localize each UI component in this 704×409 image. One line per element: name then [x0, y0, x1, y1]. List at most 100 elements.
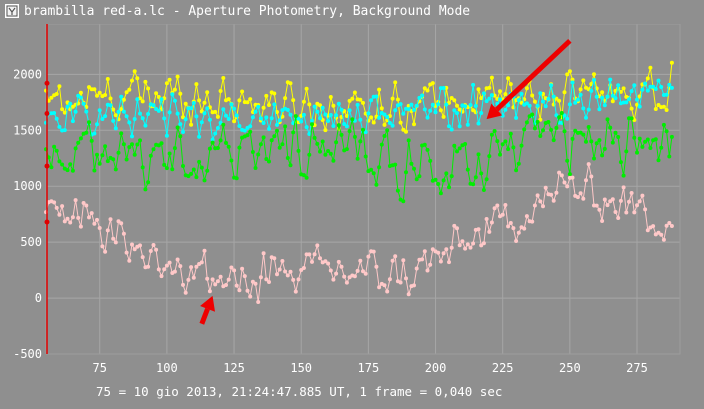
data-point — [108, 103, 113, 108]
data-point — [414, 103, 419, 108]
data-point — [404, 276, 408, 281]
data-point — [202, 248, 207, 253]
data-point — [471, 82, 476, 87]
data-point — [352, 134, 357, 139]
data-point — [369, 115, 374, 120]
data-point — [164, 263, 169, 268]
window-title: brambilla red-a.lc - Aperture Photometry… — [24, 4, 471, 19]
data-point — [524, 101, 529, 106]
data-point — [387, 277, 392, 282]
data-point — [484, 177, 489, 182]
data-point — [296, 148, 301, 153]
data-point — [237, 145, 242, 150]
data-point — [202, 111, 207, 116]
data-point — [624, 149, 629, 154]
light-curve-chart[interactable]: 75 100 125 150 175 200 225 250 275 -500 0 500 1000 15… — [0, 24, 704, 384]
data-point — [264, 115, 269, 120]
cursor-marker — [44, 110, 50, 116]
data-point — [586, 125, 591, 129]
data-point — [393, 108, 398, 113]
data-point — [390, 258, 395, 263]
data-point — [275, 128, 279, 133]
data-point — [97, 161, 102, 166]
data-point — [487, 229, 492, 234]
data-point — [76, 215, 81, 220]
data-point — [175, 125, 180, 130]
data-point — [248, 124, 253, 129]
data-point — [127, 120, 132, 125]
data-point — [592, 72, 596, 77]
data-point — [339, 264, 344, 269]
data-point — [629, 106, 634, 111]
data-point — [68, 101, 73, 106]
data-point — [519, 91, 524, 96]
data-point — [369, 167, 374, 172]
data-point — [135, 97, 140, 102]
data-point — [301, 173, 306, 178]
x-tick-label: 250 — [559, 361, 581, 375]
data-point — [323, 128, 328, 133]
data-point — [97, 108, 102, 113]
data-point — [280, 259, 285, 263]
data-point — [103, 114, 108, 119]
data-point — [267, 280, 271, 284]
data-point — [350, 117, 355, 122]
data-point — [194, 114, 199, 119]
data-point — [377, 165, 382, 170]
data-point — [205, 276, 210, 281]
data-point — [506, 147, 511, 152]
data-point — [248, 97, 253, 102]
data-point — [543, 104, 548, 109]
data-point — [124, 114, 129, 119]
data-point — [344, 124, 349, 129]
data-point — [272, 134, 277, 139]
data-point — [436, 182, 441, 186]
data-point — [460, 239, 465, 244]
data-point — [138, 243, 142, 248]
data-point — [291, 277, 296, 282]
data-point — [503, 139, 508, 144]
data-point — [584, 139, 588, 144]
data-point — [468, 245, 473, 250]
data-point — [449, 127, 454, 132]
data-point — [404, 129, 408, 134]
data-point — [304, 86, 309, 91]
data-point — [250, 115, 255, 120]
series-line — [45, 163, 673, 303]
data-point — [361, 269, 365, 274]
data-point — [242, 274, 247, 279]
data-point — [70, 119, 75, 124]
data-point — [138, 138, 142, 143]
data-point — [116, 150, 121, 155]
data-point — [288, 269, 293, 274]
data-point — [76, 140, 81, 145]
data-point — [121, 109, 126, 114]
data-point — [62, 110, 67, 115]
data-point — [551, 138, 556, 143]
data-point — [667, 82, 672, 87]
data-point — [363, 271, 368, 276]
data-point — [89, 138, 94, 143]
app-icon[interactable] — [5, 4, 19, 18]
data-point — [524, 120, 529, 125]
data-point — [600, 95, 605, 100]
data-point — [508, 221, 513, 225]
data-point — [226, 97, 231, 102]
data-point — [425, 147, 430, 152]
data-point — [52, 111, 57, 115]
data-point — [130, 242, 134, 247]
data-point — [632, 83, 637, 88]
data-point — [277, 267, 282, 272]
data-point — [232, 106, 237, 111]
data-point — [669, 224, 674, 228]
data-point — [476, 227, 481, 232]
data-point — [465, 242, 470, 247]
data-point — [637, 136, 642, 141]
data-point — [610, 197, 615, 202]
data-point — [232, 268, 237, 273]
data-point — [578, 92, 583, 97]
data-point — [73, 146, 78, 151]
data-point — [498, 97, 502, 102]
data-point — [557, 98, 562, 103]
data-point — [344, 114, 349, 118]
